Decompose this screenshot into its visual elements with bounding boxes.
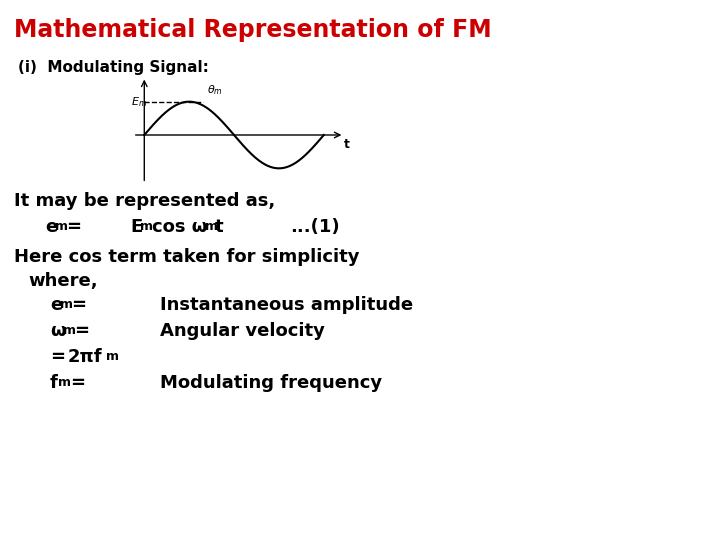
Text: =: =: [50, 348, 65, 366]
Text: It may be represented as,: It may be represented as,: [14, 192, 275, 210]
Text: e: e: [45, 218, 58, 236]
Text: Instantaneous amplitude: Instantaneous amplitude: [160, 296, 413, 314]
Text: ...(1): ...(1): [290, 218, 340, 236]
Text: E: E: [130, 218, 143, 236]
Text: m: m: [63, 324, 76, 337]
Text: =: =: [70, 374, 85, 392]
Text: m: m: [106, 350, 119, 363]
Text: m: m: [205, 220, 218, 233]
Text: m: m: [140, 220, 153, 233]
Text: (i)  Modulating Signal:: (i) Modulating Signal:: [18, 60, 209, 75]
Text: cos ω: cos ω: [152, 218, 207, 236]
Text: ω: ω: [50, 322, 66, 340]
Text: m: m: [55, 220, 68, 233]
Text: 2πf: 2πf: [68, 348, 103, 366]
Text: $\theta_m$: $\theta_m$: [207, 83, 223, 97]
Text: =: =: [66, 218, 81, 236]
Text: Angular velocity: Angular velocity: [160, 322, 325, 340]
Text: t: t: [215, 218, 224, 236]
Text: $E_m$: $E_m$: [132, 94, 148, 109]
Text: e: e: [50, 296, 62, 314]
Text: Mathematical Representation of FM: Mathematical Representation of FM: [14, 18, 492, 42]
Text: =: =: [74, 322, 89, 340]
Text: m: m: [60, 298, 73, 311]
Text: t: t: [344, 138, 350, 151]
Text: where,: where,: [28, 272, 98, 290]
Text: =: =: [71, 296, 86, 314]
Text: m: m: [58, 376, 71, 389]
Text: f: f: [50, 374, 58, 392]
Text: Modulating frequency: Modulating frequency: [160, 374, 382, 392]
Text: Here cos term taken for simplicity: Here cos term taken for simplicity: [14, 248, 359, 266]
